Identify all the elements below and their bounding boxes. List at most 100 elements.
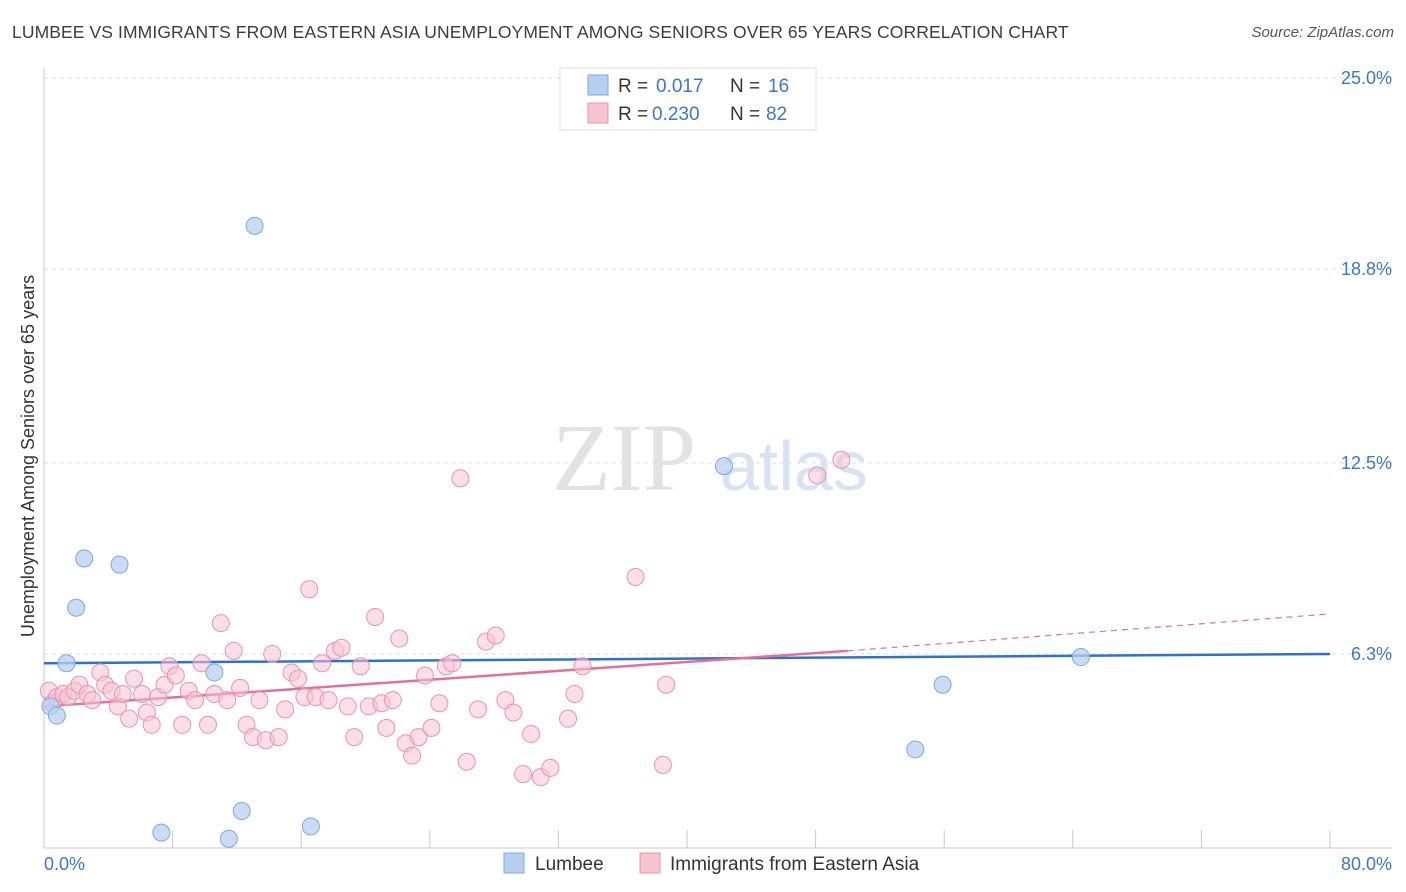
legend-r-value-lumbee: 0.017 bbox=[656, 76, 704, 97]
point-asia bbox=[541, 758, 560, 777]
legend-swatch-lumbee bbox=[587, 74, 609, 96]
point-asia bbox=[573, 657, 592, 676]
trend-line-asia-extension bbox=[847, 613, 1331, 652]
point-asia bbox=[565, 685, 584, 703]
bottom-legend: Lumbee Immigrants from Eastern Asia bbox=[503, 852, 920, 875]
point-asia bbox=[653, 755, 672, 774]
point-asia bbox=[166, 666, 185, 685]
point-asia bbox=[390, 629, 409, 648]
trend-lines bbox=[43, 613, 1331, 708]
point-lumbee bbox=[245, 216, 264, 235]
legend: R = 0.017 N = 16 R = 0.230 N = 82 bbox=[559, 67, 817, 131]
point-asia bbox=[832, 450, 851, 469]
point-asia bbox=[409, 728, 428, 747]
y-tick-label: 6.3% bbox=[1351, 644, 1392, 664]
x-tick-label-min: 0.0% bbox=[44, 854, 85, 874]
point-asia bbox=[120, 709, 139, 728]
point-asia bbox=[269, 728, 288, 747]
point-asia bbox=[451, 469, 470, 488]
point-lumbee bbox=[110, 555, 129, 574]
point-lumbee bbox=[47, 706, 66, 725]
point-asia bbox=[377, 718, 396, 737]
point-asia bbox=[415, 666, 434, 685]
series-lumbee bbox=[41, 216, 1090, 848]
point-asia bbox=[113, 685, 132, 703]
watermark-zip: ZIP bbox=[552, 404, 696, 511]
y-tick-label: 18.8% bbox=[1341, 259, 1392, 279]
point-asia bbox=[125, 669, 144, 688]
y-tick-labels: 6.3% 12.5% 18.8% 25.0% bbox=[1341, 68, 1392, 664]
point-asia bbox=[218, 691, 237, 710]
legend-r-label-asia: R = bbox=[618, 104, 648, 125]
trend-line-asia bbox=[43, 649, 848, 708]
y-tick-label: 12.5% bbox=[1341, 453, 1392, 473]
point-asia bbox=[300, 580, 319, 599]
point-asia bbox=[332, 638, 351, 657]
point-asia bbox=[559, 709, 578, 728]
point-asia bbox=[198, 715, 217, 734]
source-label: Source: ZipAtlas.com bbox=[1251, 24, 1394, 41]
y-tick-label: 25.0% bbox=[1341, 68, 1392, 88]
point-asia bbox=[504, 703, 523, 722]
series-immigrants-eastern-asia bbox=[39, 450, 851, 787]
gridlines bbox=[44, 77, 1392, 655]
point-asia bbox=[345, 728, 364, 747]
point-lumbee bbox=[57, 654, 76, 673]
point-lumbee bbox=[906, 740, 925, 759]
point-lumbee bbox=[1071, 648, 1090, 667]
point-asia bbox=[383, 691, 402, 710]
point-asia bbox=[469, 700, 488, 719]
point-asia bbox=[288, 669, 307, 688]
bottom-legend-swatch-asia bbox=[639, 852, 661, 874]
bottom-legend-label-lumbee: Lumbee bbox=[535, 854, 604, 875]
watermark: ZIP atlas bbox=[552, 404, 868, 511]
point-asia bbox=[224, 641, 243, 660]
point-lumbee bbox=[933, 675, 952, 694]
bottom-legend-swatch-lumbee bbox=[503, 852, 525, 874]
point-lumbee bbox=[219, 829, 238, 848]
point-lumbee bbox=[301, 817, 320, 836]
point-lumbee bbox=[205, 663, 224, 682]
point-lumbee bbox=[67, 598, 86, 617]
point-asia bbox=[457, 752, 476, 771]
x-ticks bbox=[43, 830, 1331, 848]
point-asia bbox=[186, 691, 205, 710]
legend-swatch-asia bbox=[587, 102, 609, 124]
point-lumbee bbox=[152, 823, 171, 842]
axes bbox=[43, 68, 1392, 849]
bottom-legend-label-asia: Immigrants from Eastern Asia bbox=[670, 854, 920, 875]
legend-n-value-lumbee: 16 bbox=[768, 76, 789, 97]
point-asia bbox=[142, 715, 161, 734]
point-asia bbox=[626, 567, 645, 586]
point-asia bbox=[808, 466, 827, 485]
point-asia bbox=[514, 765, 533, 784]
point-asia bbox=[430, 694, 449, 713]
legend-r-label-lumbee: R = bbox=[618, 76, 648, 97]
point-asia bbox=[192, 654, 211, 673]
point-asia bbox=[486, 626, 505, 645]
point-lumbee bbox=[232, 802, 251, 821]
trend-line-lumbee bbox=[43, 652, 1331, 665]
point-asia bbox=[83, 691, 102, 710]
point-asia bbox=[422, 718, 441, 737]
x-tick-label-max: 80.0% bbox=[1341, 854, 1392, 874]
point-asia bbox=[403, 746, 422, 765]
point-asia bbox=[351, 657, 370, 676]
y-axis-title: Unemployment Among Seniors over 65 years bbox=[18, 275, 38, 637]
point-asia bbox=[338, 697, 357, 716]
point-asia bbox=[173, 715, 192, 734]
point-asia bbox=[263, 644, 282, 663]
legend-n-label-lumbee: N = bbox=[730, 76, 760, 97]
point-asia bbox=[313, 654, 332, 673]
point-asia bbox=[250, 691, 269, 710]
chart-title: LUMBEE VS IMMIGRANTS FROM EASTERN ASIA U… bbox=[12, 22, 1069, 42]
point-asia bbox=[522, 725, 541, 744]
point-asia bbox=[133, 685, 152, 703]
point-asia bbox=[657, 675, 676, 694]
legend-n-label-asia: N = bbox=[730, 104, 760, 125]
point-asia bbox=[231, 678, 250, 697]
legend-n-value-asia: 82 bbox=[766, 104, 787, 125]
point-asia bbox=[319, 691, 338, 710]
point-asia bbox=[366, 608, 385, 626]
